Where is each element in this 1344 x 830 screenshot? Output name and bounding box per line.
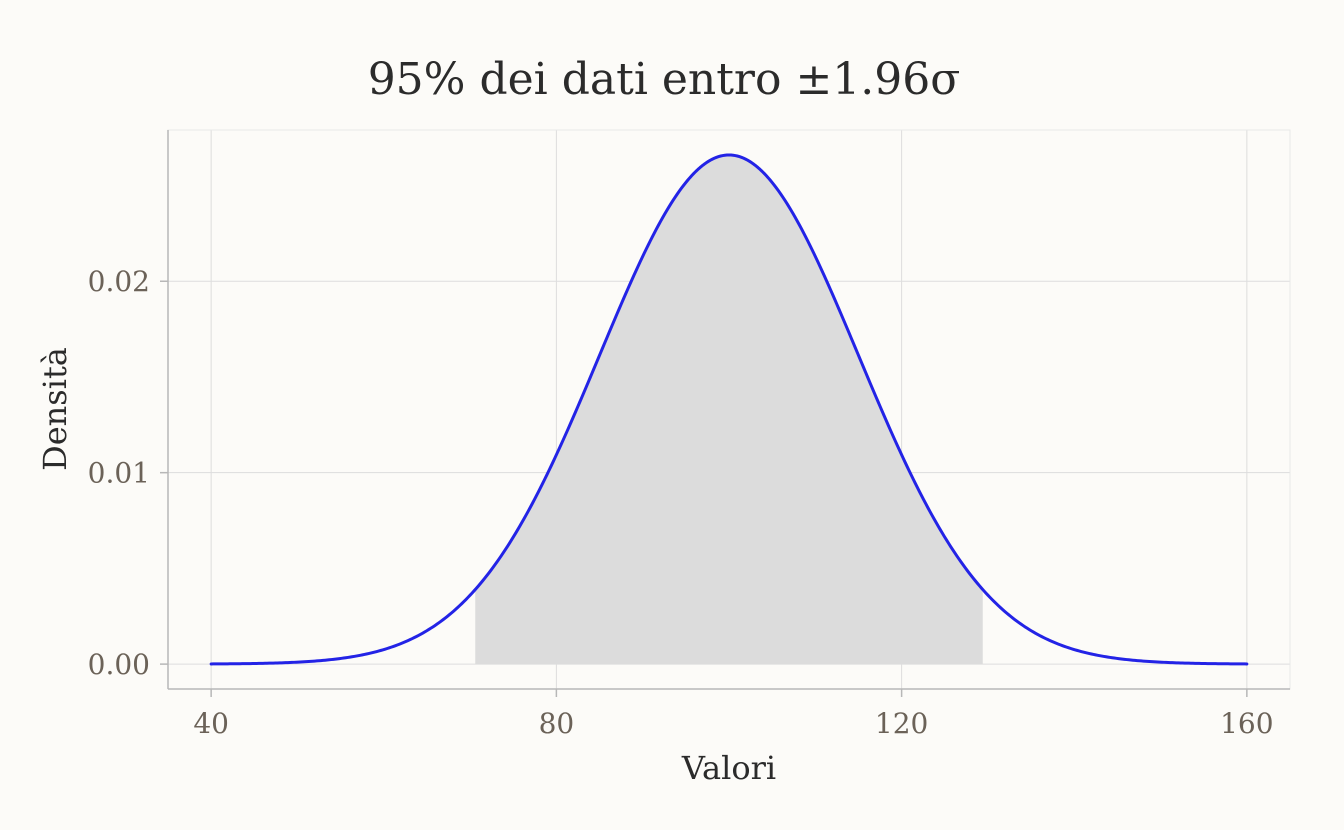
y-tick-label: 0.01 xyxy=(88,457,150,490)
x-tick-label: 40 xyxy=(193,707,229,740)
y-tick-label: 0.00 xyxy=(88,648,150,681)
y-axis-ticks: 0.00 0.01 0.02 xyxy=(88,265,168,681)
x-tick-label: 120 xyxy=(875,707,928,740)
density-curve xyxy=(209,153,1249,666)
y-axis-title: Densità xyxy=(36,347,74,471)
shaded-area-95-percent xyxy=(475,154,983,665)
x-axis-title: Valori xyxy=(681,749,776,787)
x-tick-label: 160 xyxy=(1220,707,1273,740)
x-tick-label: 80 xyxy=(539,707,575,740)
chart-title: 95% dei dati entro ±1.96σ xyxy=(368,54,961,105)
x-axis-ticks: 40 80 120 160 xyxy=(193,689,1274,740)
y-tick-label: 0.02 xyxy=(88,265,150,298)
